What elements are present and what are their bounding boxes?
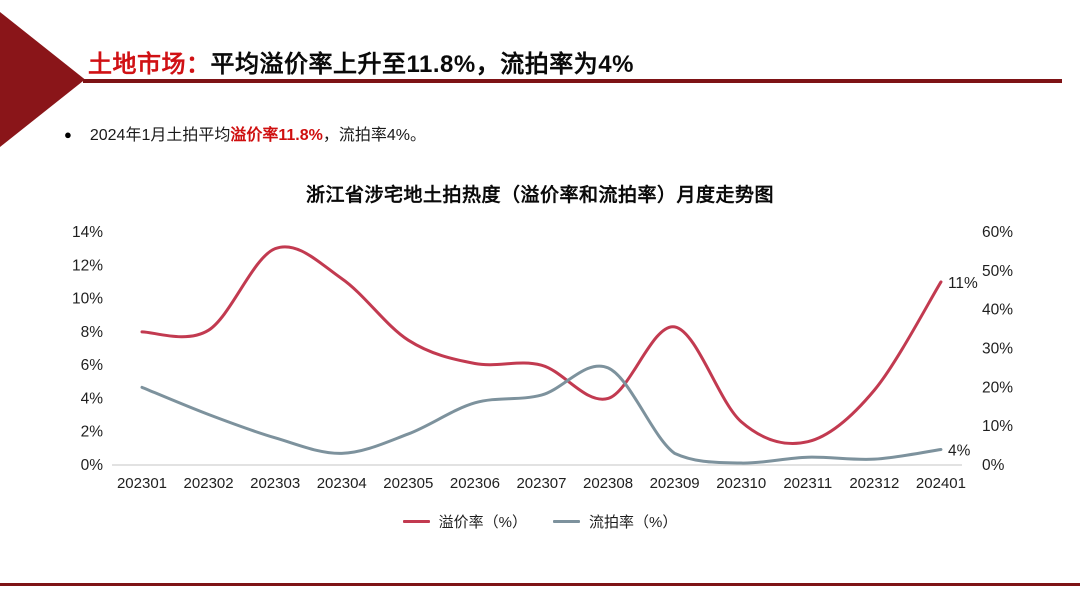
x-axis-tick-label: 202305 — [383, 475, 433, 492]
x-axis-tick-label: 202302 — [184, 475, 234, 492]
x-axis-tick-label: 202303 — [250, 475, 300, 492]
chart-title: 浙江省涉宅地土拍热度（溢价率和流拍率）月度走势图 — [305, 185, 774, 206]
bullet-text-post: ，流拍率4%。 — [322, 127, 426, 144]
title-underline — [83, 79, 1062, 83]
right-axis-tick-label: 10% — [982, 418, 1013, 435]
data-label: 11% — [948, 275, 978, 292]
premium-rate-line — [140, 245, 943, 446]
slide-footer-rule — [0, 583, 1080, 586]
chart-legend: 溢价率（%） 流拍率（%） — [0, 511, 1080, 532]
right-axis-tick-label: 40% — [982, 302, 1013, 319]
failure-rate-line — [140, 364, 943, 465]
x-axis-tick-label: 202309 — [650, 475, 700, 492]
left-axis-tick-label: 6% — [81, 357, 104, 374]
legend-label-premium: 溢价率（%） — [438, 514, 527, 531]
right-axis-tick-label: 60% — [982, 224, 1013, 241]
premium-line-swatch-icon — [402, 520, 430, 523]
page-title: 土地市场：平均溢价率上升至11.8%，流拍率为4% — [88, 44, 1068, 79]
left-axis-tick-label: 14% — [72, 224, 103, 241]
x-axis-tick-label: 202311 — [783, 475, 832, 492]
x-axis-tick-label: 202306 — [450, 475, 500, 492]
right-axis-tick-label: 50% — [982, 263, 1013, 280]
left-axis-tick-label: 8% — [81, 324, 104, 341]
right-axis-tick-label: 0% — [982, 457, 1005, 474]
x-axis-tick-label: 202301 — [117, 475, 167, 492]
legend-item-failure: 流拍率（%） — [553, 511, 677, 532]
x-axis-tick-label: 202307 — [516, 475, 566, 492]
page-title-prefix: 土地市场： — [88, 51, 211, 78]
page-title-text: 平均溢价率上升至11.8%，流拍率为4% — [210, 51, 634, 78]
left-axis-tick-label: 2% — [81, 424, 104, 441]
x-axis-tick-label: 202308 — [583, 475, 633, 492]
left-axis-tick-label: 4% — [81, 390, 104, 407]
x-axis-tick-label: 202312 — [849, 475, 899, 492]
legend-item-premium: 溢价率（%） — [402, 511, 527, 532]
x-axis-tick-label: 202310 — [716, 475, 766, 492]
right-axis-tick-label: 30% — [982, 341, 1013, 358]
legend-label-failure: 流拍率（%） — [589, 514, 678, 531]
x-axis-tick-label: 202401 — [916, 475, 966, 492]
left-axis-tick-label: 12% — [72, 257, 103, 274]
bullet-text-highlight: 溢价率11.8% — [230, 127, 323, 144]
x-axis-tick-label: 202304 — [317, 475, 367, 492]
data-label: 4% — [948, 442, 971, 459]
bullet-icon: ● — [64, 127, 72, 142]
bullet-text-pre: 2024年1月土拍平均 — [89, 127, 231, 144]
left-axis-tick-label: 0% — [81, 457, 104, 474]
left-axis-tick-label: 10% — [72, 291, 103, 308]
bullet-point: ● 2024年1月土拍平均溢价率11.8%，流拍率4%。 — [64, 121, 1024, 145]
failure-line-swatch-icon — [553, 520, 580, 523]
right-axis-tick-label: 20% — [982, 379, 1013, 396]
